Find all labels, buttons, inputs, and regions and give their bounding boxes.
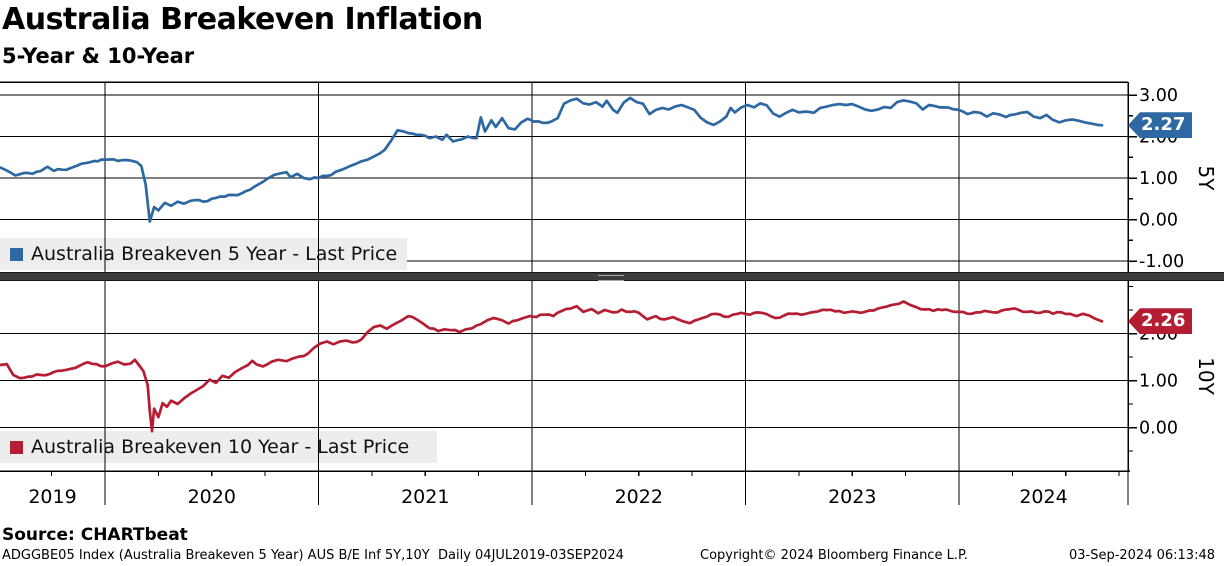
legend-item-5y[interactable]: Australia Breakeven 5 Year - Last Price (0, 238, 407, 270)
x-year-label: 2024 (1019, 486, 1067, 508)
y-tick-label: 3.00 (1139, 86, 1178, 106)
x-year-label: 2020 (188, 486, 236, 508)
footer-timestamp: 03-Sep-2024 06:13:48 (1068, 548, 1215, 563)
last-price-badge-10y: 2.26 (1128, 308, 1192, 335)
panel-axis-label-10y: 10Y (1194, 357, 1218, 395)
splitter-grip-icon (598, 275, 624, 281)
x-year-label: 2021 (401, 486, 449, 508)
panel-axis-label-5y: 5Y (1194, 165, 1218, 191)
x-year-label: 2019 (28, 486, 76, 508)
y-tick-label: -1.00 (1139, 252, 1184, 272)
source-line: Source: CHARTbeat (2, 525, 188, 545)
legend-band-10y (0, 431, 437, 463)
y-tick-label: 1.00 (1139, 169, 1178, 189)
series-swatch-10y-icon (10, 440, 23, 454)
series-line-10y[interactable] (0, 300, 1104, 433)
legend-label-5y: Australia Breakeven 5 Year - Last Price (31, 243, 398, 265)
x-year-label: 2022 (615, 486, 663, 508)
legend-label-10y: Australia Breakeven 10 Year - Last Price (31, 436, 410, 458)
last-price-badge-5y: 2.27 (1128, 112, 1192, 139)
page-subtitle: 5-Year & 10-Year (2, 44, 195, 68)
legend-band-5y (0, 238, 407, 270)
y-tick-label: 1.00 (1139, 372, 1178, 392)
y-tick-label: 0.00 (1139, 419, 1178, 439)
series-line-5y[interactable] (0, 96, 1104, 223)
x-year-label: 2023 (828, 486, 876, 508)
legend-item-10y[interactable]: Australia Breakeven 10 Year - Last Price (0, 431, 437, 463)
page-title: Australia Breakeven Inflation (2, 2, 483, 37)
y-tick-label: 0.00 (1139, 211, 1178, 231)
series-swatch-5y-icon (10, 247, 23, 261)
footer-security-info: ADGGBE05 Index (Australia Breakeven 5 Ye… (2, 548, 624, 563)
footer-copyright: Copyright© 2024 Bloomberg Finance L.P. (700, 548, 968, 563)
panel-splitter[interactable] (0, 272, 1224, 281)
footer-bar: ADGGBE05 Index (Australia Breakeven 5 Ye… (0, 548, 1224, 566)
